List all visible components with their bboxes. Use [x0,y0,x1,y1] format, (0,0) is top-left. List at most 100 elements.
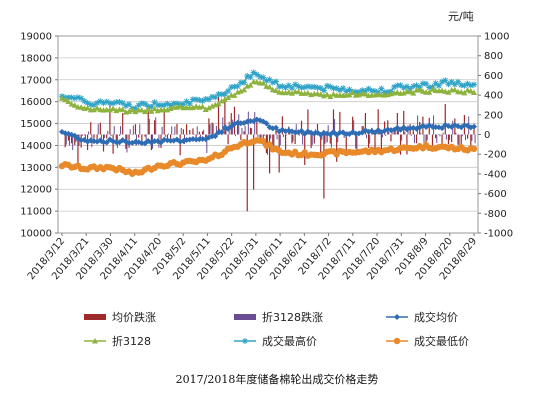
avg-change-bar [211,122,213,135]
series-max-price-point [202,95,209,102]
avg-change-bar [412,128,414,135]
series-max-price-point [304,83,311,90]
series-max-price-point [352,88,359,95]
series-z3128-point [288,90,295,96]
z3128-change-bar [465,134,467,141]
avg-change-bar [415,134,418,144]
avg-change-bar [368,134,370,148]
z3128-change-bar [203,129,205,135]
avg-change-bar [237,123,239,135]
z3128-change-bar [461,134,463,137]
z3128-change-bar [215,125,217,135]
right-axis-unit: 元/吨 [448,10,474,23]
series-lines [58,69,478,177]
series-avg-price-point [71,132,78,139]
series-max-price-point [314,84,321,91]
series-max-price-point [212,94,219,101]
series-z3128-point [138,106,145,113]
avg-change-bar [294,134,296,144]
left-tick-label: 19000 [20,32,52,43]
series-z3128-point [151,105,158,112]
series-z3128-point [320,92,327,99]
z3128-change-bar [417,115,419,135]
series-max-price-point [403,83,410,90]
avg-change-bar [144,134,146,137]
left-tick-label: 11000 [20,207,52,218]
z3128-change-bar [113,126,115,135]
avg-change-bar [253,134,255,190]
right-tick-label: -400 [484,169,507,180]
avg-change-bar [316,124,319,135]
series-max-price-point [234,83,241,90]
z3128-change-bar [436,134,438,143]
avg-change-bar [377,109,379,135]
legend-item-z3128_change: 折3128跌涨 [234,310,323,324]
avg-change-bar [109,103,111,135]
series-z3128-point [132,108,139,115]
series-max-price-point [333,85,340,92]
z3128-change-bar [129,129,131,135]
left-tick-label: 12000 [20,185,52,196]
series-max-price-point [330,85,337,92]
avg-change-bar [300,120,303,135]
series-max-price-point [161,102,168,109]
series-z3128-point [68,101,75,107]
series-max-price-point [138,100,145,107]
z3128-change-bar [381,134,383,138]
avg-change-bar [281,116,283,135]
avg-change-bar [310,134,312,149]
avg-change-bar [163,107,165,135]
series-max-price-point [292,81,299,88]
series-avg-price-point [126,139,133,146]
series-max-price-point [263,77,270,84]
z3128-change-bar [298,134,300,136]
series-z3128-point [218,98,225,104]
series-max-price-point [97,98,104,105]
series-z3128-point [225,94,232,100]
series-z3128-point [416,86,423,93]
series-max-price-point [244,73,251,80]
right-tick-label: 0 [484,130,490,141]
series-max-price-point [285,82,292,89]
series-max-price-point [279,83,286,90]
z3128-change-bar [330,134,332,148]
z3128-change-bar [276,134,278,140]
avg-change-bar [374,134,376,151]
series-max-price-point [113,99,120,106]
series-avg-price-point [471,123,477,130]
avg-change-bar [336,134,338,162]
series-max-price-point [237,79,244,86]
series-max-price-point [164,100,171,107]
avg-change-bar [470,134,472,152]
avg-change-bar [154,120,156,135]
z3128-change-bar [244,126,246,135]
series-z3128-point [471,89,477,95]
series-z3128-point [65,98,72,105]
series-z3128-point [349,89,356,96]
series-max-price-point [455,78,462,85]
z3128-change-bar [410,134,412,136]
series-max-price-point [371,88,378,95]
z3128-change-bar [235,134,237,137]
series-max-price-point [445,81,452,88]
z3128-change-bar [145,134,147,146]
avg-change-bar [115,134,117,142]
series-max-price-point [253,71,260,78]
series-avg-price-point [419,122,426,129]
z3128-change-bar [161,126,163,135]
z3128-change-bar [241,127,243,135]
series-max-price-point [180,101,187,108]
z3128-change-bar [270,134,272,139]
series-avg-price-point [461,122,468,129]
series-avg-price-point [113,139,120,146]
series-z3128-point [145,106,152,112]
series-max-price-point [231,83,238,90]
series-max-price-point [218,91,225,98]
z3128-change-bar [209,124,211,135]
avg-change-bar [403,110,405,135]
series-max-price-point [346,86,353,93]
z3128-change-bar [254,112,256,135]
series-avg-price-point [426,122,433,129]
series-max-price-point [458,82,465,89]
avg-change-bar [198,131,200,135]
